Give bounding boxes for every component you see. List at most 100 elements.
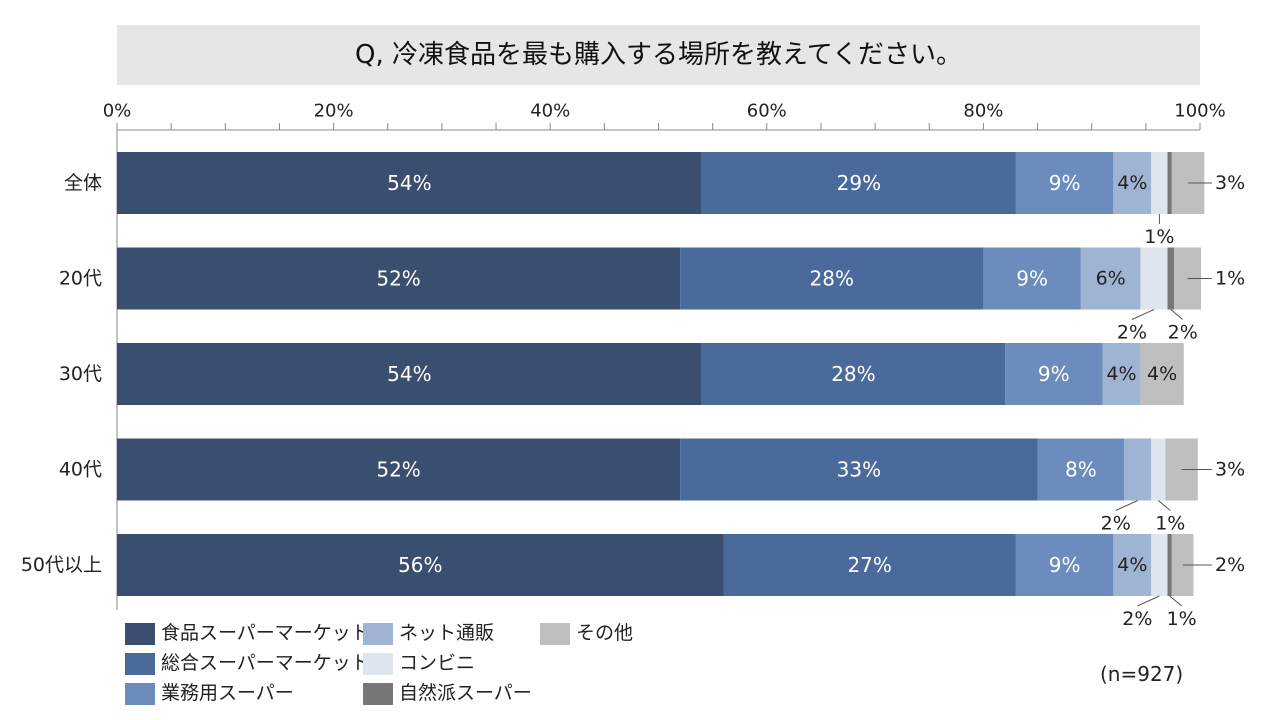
bar-segment	[983, 247, 1081, 310]
data-label: 28%	[810, 267, 854, 291]
data-label: 1%	[1215, 268, 1245, 290]
data-label: 6%	[1096, 268, 1126, 290]
legend-label: 業務用スーパー	[161, 682, 294, 704]
data-label: 4%	[1117, 554, 1147, 576]
legend-swatch	[125, 652, 155, 675]
data-label: 4%	[1117, 172, 1147, 194]
data-label: 1%	[1155, 513, 1185, 535]
leader-line	[1115, 500, 1138, 511]
bar-segment	[117, 534, 724, 596]
legend-item: 食品スーパーマーケット	[125, 620, 370, 646]
data-label: 9%	[1016, 267, 1048, 291]
bar-segment	[1167, 247, 1175, 310]
bar-segment	[701, 152, 1016, 214]
legend-item: その他	[540, 620, 633, 646]
bar-segment	[1151, 438, 1166, 501]
leader-line	[1170, 309, 1184, 320]
leader-line	[1157, 500, 1171, 511]
data-label: 2%	[1117, 322, 1147, 344]
bar-segment	[117, 152, 702, 214]
legend-label: 食品スーパーマーケット	[161, 622, 370, 644]
bar-segment	[1102, 343, 1141, 405]
legend-swatch	[363, 682, 393, 705]
x-tick-label: 40%	[530, 101, 570, 122]
bar-segment	[1140, 343, 1184, 405]
x-tick-label: 80%	[963, 101, 1003, 122]
legend-swatch	[125, 682, 155, 705]
data-label: 4%	[1106, 363, 1136, 385]
chart-title: Q, 冷凍食品を最も購入する場所を教えてください。	[355, 40, 962, 70]
category-label: 全体	[64, 172, 102, 194]
bar-segment	[1113, 534, 1152, 596]
data-label: 27%	[847, 553, 891, 577]
legend-swatch	[363, 652, 393, 675]
data-label: 1%	[1144, 226, 1174, 248]
bar-segment	[701, 343, 1006, 405]
legend-item: コンビニ	[363, 650, 475, 676]
data-label: 1%	[1167, 608, 1197, 630]
legend-item: 自然派スーパー	[363, 680, 532, 706]
x-tick-label: 0%	[103, 101, 132, 122]
legend-label: ネット通販	[399, 622, 495, 644]
legend-item: ネット通販	[363, 620, 494, 646]
sample-size-note: (n=927)	[1100, 662, 1184, 686]
data-label: 2%	[1122, 608, 1152, 630]
bar-segment	[1167, 534, 1172, 596]
bar-segment	[1015, 152, 1114, 214]
data-label: 2%	[1215, 554, 1245, 576]
legend: 食品スーパーマーケット 総合スーパーマーケット 業務用スーパー ネット通販コンビニ自然…	[125, 620, 685, 715]
category-label: 20代	[59, 268, 102, 290]
bar-segment	[117, 438, 681, 501]
data-label: 52%	[376, 267, 420, 291]
leader-line	[1137, 595, 1160, 607]
data-label: 29%	[837, 171, 881, 195]
data-label: 54%	[387, 171, 431, 195]
bar-segment	[1167, 152, 1172, 214]
bar-segment	[1015, 534, 1114, 596]
legend-swatch	[540, 622, 570, 645]
legend-label: コンビニ	[399, 652, 476, 674]
legend-label: 総合スーパーマーケット	[161, 652, 370, 674]
legend-swatch	[363, 622, 393, 645]
bar-segment	[1080, 247, 1141, 310]
data-label: 2%	[1101, 513, 1131, 535]
bar-segment	[1037, 438, 1125, 501]
bar-segment	[680, 438, 1038, 501]
legend-label: 自然派スーパー	[399, 682, 532, 704]
bar-segment	[1151, 534, 1168, 596]
bar-segment	[1113, 152, 1152, 214]
data-label: 4%	[1147, 363, 1177, 385]
bar-segment	[1005, 343, 1103, 405]
category-label: 40代	[59, 459, 102, 481]
bar-segment	[117, 247, 681, 310]
bar-segment	[723, 534, 1016, 596]
x-tick-label: 60%	[747, 101, 787, 122]
leader-line	[1131, 309, 1155, 320]
bar-segment	[1151, 152, 1168, 214]
data-label: 2%	[1168, 322, 1198, 344]
chart-title-box: Q, 冷凍食品を最も購入する場所を教えてください。	[117, 25, 1200, 85]
leader-line	[1169, 595, 1182, 607]
legend-swatch	[125, 622, 155, 645]
category-label: 50代以上	[21, 554, 102, 576]
bar-segment	[117, 343, 702, 405]
legend-label: その他	[576, 622, 634, 644]
legend-item: 総合スーパーマーケット	[125, 650, 370, 676]
data-label: 54%	[387, 362, 431, 386]
data-label: 3%	[1215, 172, 1245, 194]
legend-item: 業務用スーパー	[125, 680, 294, 706]
data-label: 28%	[831, 362, 875, 386]
data-label: 52%	[376, 458, 420, 482]
data-label: 3%	[1215, 459, 1245, 481]
bar-segment	[680, 247, 984, 310]
bar-segment	[1140, 247, 1168, 310]
data-label: 9%	[1049, 171, 1081, 195]
category-label: 30代	[59, 363, 102, 385]
data-label: 33%	[837, 458, 881, 482]
data-label: 9%	[1049, 553, 1081, 577]
x-tick-label: 20%	[314, 101, 354, 122]
data-label: 9%	[1038, 362, 1070, 386]
data-label: 56%	[398, 553, 442, 577]
x-tick-label: 100%	[1174, 101, 1225, 122]
